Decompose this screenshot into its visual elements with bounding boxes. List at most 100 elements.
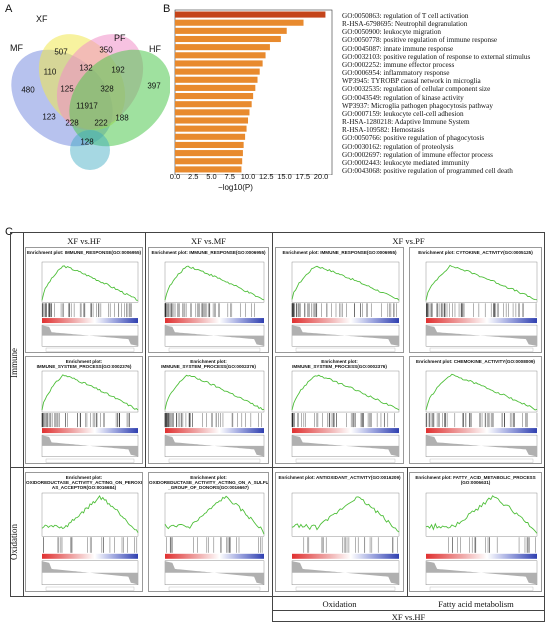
es-axes (41, 492, 139, 537)
enrichment-score-line (164, 495, 265, 535)
gsea-plot-title: Enrichment plot: IMMUNE_RESPONSE(GO:0006… (26, 250, 142, 255)
x-tick-label: 17.5 (295, 172, 311, 181)
panel-c-label: C (5, 226, 13, 238)
term-label: GO:0032535: regulation of cellular compo… (342, 85, 491, 94)
panel-b-label: B (163, 3, 171, 15)
gsea-enrichment-plot: Enrichment plot: ANTIOXIDANT_ACTIVITY(GO… (275, 472, 404, 592)
col-divider (145, 232, 146, 467)
es-axes (291, 370, 400, 413)
venn-count: 328 (100, 84, 114, 94)
bottom-label-xf-hf: XF vs.HF (391, 612, 426, 622)
gsea-plot-title: Enrichment plot: IMMUNE_SYSTEM_PROCESS(G… (161, 359, 256, 370)
term-label: R-HSA-109582: Hemostasis (342, 126, 425, 135)
enrichment-score-line (41, 494, 139, 533)
x-tick-label: 0.0 (169, 172, 181, 181)
bar (175, 35, 281, 43)
rank-gradient-bar (165, 553, 264, 559)
venn-set-xf: XF (36, 14, 48, 24)
ranked-metric-area (292, 325, 399, 346)
term-label: R-HSA-1280218: Adaptive Immune System (342, 118, 470, 127)
x-tick-label: 15.0 (277, 172, 292, 181)
es-axes (425, 370, 538, 413)
gsea-plot-title: Enrichment plot: CHEMOKINE_ACTIVITY(GO:0… (416, 359, 535, 364)
column-header-xf-mf: XF vs.MF (191, 236, 226, 246)
legend-strip (295, 347, 396, 352)
bar (175, 68, 260, 75)
legend-strip (168, 586, 261, 591)
column-header-xf-hf: XF vs.HF (67, 236, 101, 246)
panel-a-label: A (5, 3, 13, 15)
venn-count: 128 (80, 137, 94, 147)
bar (175, 84, 256, 91)
legend-strip (45, 458, 135, 463)
x-tick-label: 7.5 (224, 172, 235, 181)
bar (175, 150, 243, 157)
col-divider (272, 232, 273, 622)
gene-hit-barcode (425, 413, 538, 428)
gene-hit-barcode (164, 303, 255, 318)
ranked-metric-area (165, 325, 264, 346)
term-label: GO:0002252: immune effector process (342, 60, 455, 69)
term-label: WP3945: TYROBP causal network in microgl… (342, 77, 481, 86)
ranked-metric-area (42, 561, 138, 585)
legend-strip (168, 458, 261, 463)
enrichment-score-line (291, 374, 400, 411)
gene-hit-barcode (41, 413, 130, 428)
gsea-enrichment-plot: Enrichment plot: IMMUNE_RESPONSE(GO:0006… (148, 247, 269, 353)
bar (175, 117, 249, 124)
bottom-divider (272, 610, 545, 611)
bar (175, 109, 250, 116)
term-label: GO:0050863: regulation of T cell activat… (342, 12, 469, 20)
rank-gradient-bar (42, 428, 138, 434)
bar (175, 52, 266, 59)
bar (175, 166, 242, 173)
rank-gradient-bar (426, 318, 537, 324)
enrichment-score-line (164, 265, 265, 301)
venn-count: 350 (99, 45, 113, 55)
venn-ellipse-bottom (70, 130, 110, 170)
bar (175, 125, 247, 132)
rank-gradient-bar (426, 553, 537, 559)
gsea-plot-title: Enrichment plot: ANTIOXIDANT_ACTIVITY(GO… (278, 475, 401, 480)
term-label: GO:0007159: leukocyte cell-cell adhesion (342, 109, 464, 118)
x-tick-label: 5.0 (206, 172, 217, 181)
es-axes (164, 370, 265, 413)
gsea-plot-title: Enrichment plot: IMMUNE_SYSTEM_PROCESS(G… (36, 359, 132, 370)
gsea-enrichment-plot: Enrichment plot: CHEMOKINE_ACTIVITY(GO:0… (409, 356, 542, 464)
term-label: GO:0043549: regulation of kinase activit… (342, 93, 464, 102)
enrichment-score-line (425, 264, 538, 301)
gsea-enrichment-plot: Enrichment plot: IMMUNE_SYSTEM_PROCESS(G… (275, 356, 404, 464)
term-label: GO:0032103: positive regulation of respo… (342, 52, 531, 61)
enrichment-score-line (425, 495, 538, 534)
ranked-metric-area (165, 435, 264, 457)
venn-set-mf: MF (10, 43, 23, 53)
term-label: GO:0050766: positive regulation of phago… (342, 134, 485, 143)
gsea-plot-title: Enrichment plot: OXIDOREDUCTASE_ACTIVITY… (149, 475, 269, 491)
col-divider (407, 467, 408, 597)
ranked-metric-area (292, 561, 399, 585)
rank-gradient-bar (165, 318, 264, 324)
bar (175, 158, 243, 165)
bar (175, 76, 258, 83)
term-label: GO:0045087: innate immune response (342, 44, 454, 53)
column-header-xf-pf: XF vs.PF (392, 236, 425, 246)
panel-c-frame (10, 232, 545, 597)
es-axes (291, 492, 400, 537)
ranked-metric-area (426, 435, 537, 457)
rank-gradient-bar (42, 318, 138, 324)
rank-gradient-bar (42, 553, 138, 559)
venn-count: 132 (79, 63, 93, 73)
gsea-plot-title: Enrichment plot: IMMUNE_RESPONSE(GO:0006… (282, 250, 397, 255)
gene-hit-barcode (166, 537, 263, 553)
gsea-enrichment-plot: Enrichment plot: IMMUNE_RESPONSE(GO:0006… (25, 247, 143, 353)
bar (175, 27, 287, 34)
plot-frame (174, 9, 333, 175)
enrichment-score-line (41, 265, 139, 301)
gsea-enrichment-plot: Enrichment plot: IMMUNE_SYSTEM_PROCESS(G… (25, 356, 143, 464)
venn-diagram (11, 34, 170, 170)
legend-strip (295, 586, 396, 591)
gene-hit-barcode (291, 413, 395, 428)
term-list: GO:0050863: regulation of T cell activat… (342, 12, 530, 175)
gene-hit-barcode (291, 303, 397, 318)
label-col-divider (23, 232, 24, 597)
